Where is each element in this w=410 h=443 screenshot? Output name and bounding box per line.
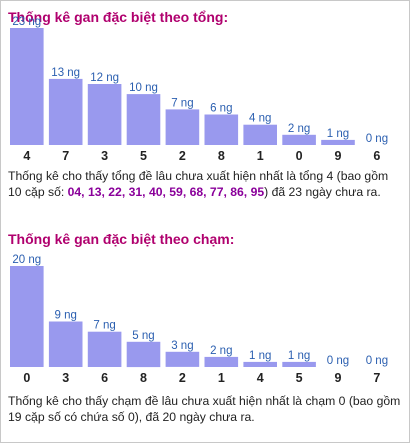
bar-2 bbox=[165, 351, 200, 367]
category-label: 0 bbox=[296, 149, 303, 163]
category-label: 8 bbox=[218, 149, 225, 163]
value-label: 23 ng bbox=[12, 16, 41, 28]
category-label: 4 bbox=[257, 371, 264, 385]
value-label: 5 ng bbox=[132, 330, 154, 342]
value-label: 1 ng bbox=[249, 350, 271, 362]
description-text: ) đã 23 ngày chưa ra. bbox=[264, 184, 381, 199]
category-label: 9 bbox=[335, 371, 342, 385]
bar-8 bbox=[126, 341, 161, 368]
touch-gan-bar-chart: 20 ng 0 9 ng 3 7 ng 6 5 ng 8 3 ng 2 2 ng 1 1 ng 4 1 ng… bbox=[10, 254, 388, 385]
category-label: 7 bbox=[62, 149, 69, 163]
bar-0 bbox=[282, 134, 316, 145]
value-label: 3 ng bbox=[171, 340, 193, 352]
category-label: 6 bbox=[373, 149, 380, 163]
bar-6 bbox=[87, 331, 122, 367]
category-label: 5 bbox=[140, 149, 147, 163]
bar-3 bbox=[48, 321, 83, 367]
value-label: 0 ng bbox=[327, 355, 349, 367]
category-label: 7 bbox=[373, 371, 380, 385]
bar-4 bbox=[243, 361, 277, 367]
chart-description: Thống kê cho thấy tổng đề lâu chưa xuất … bbox=[8, 169, 404, 200]
value-label: 9 ng bbox=[55, 310, 77, 322]
value-label: 20 ng bbox=[12, 254, 41, 266]
category-label: 2 bbox=[179, 371, 186, 385]
bar-3 bbox=[87, 84, 122, 145]
bar-2 bbox=[165, 109, 200, 145]
sum-gan-section: Thống kê gan đặc biệt theo tổng: 23 ng 4 1… bbox=[8, 9, 404, 200]
bar-8 bbox=[204, 114, 239, 145]
value-label: 6 ng bbox=[210, 103, 232, 115]
bar-5 bbox=[282, 361, 316, 367]
value-label: 1 ng bbox=[288, 350, 310, 362]
touch-gan-section: Thống kê gan đặc biệt theo chạm: 20 ng 0 9… bbox=[0, 222, 410, 443]
bar-1 bbox=[204, 356, 239, 367]
chart-description: Thống kê cho thấy chạm đề lâu chưa xuất … bbox=[8, 394, 401, 424]
bar-1 bbox=[243, 124, 277, 145]
bar-0 bbox=[10, 266, 44, 367]
category-label: 9 bbox=[335, 149, 342, 163]
bar-9 bbox=[321, 139, 355, 145]
category-label: 3 bbox=[101, 149, 108, 163]
category-label: 0 bbox=[23, 371, 30, 385]
bar-7 bbox=[48, 78, 83, 145]
category-label: 3 bbox=[62, 371, 69, 385]
value-label: 2 ng bbox=[288, 123, 310, 135]
value-label: 10 ng bbox=[129, 82, 158, 94]
number-pairs: 04, 13, 22, 31, 40, 59, 68, 77, 86, 95 bbox=[67, 184, 265, 199]
value-label: 0 ng bbox=[366, 355, 388, 367]
category-label: 6 bbox=[101, 371, 108, 385]
chart-title: Thống kê gan đặc biệt theo chạm: bbox=[8, 231, 235, 247]
bar-4 bbox=[10, 28, 44, 145]
bar-5 bbox=[126, 94, 161, 145]
chart-title: Thống kê gan đặc biệt theo tổng: bbox=[8, 9, 229, 25]
category-label: 4 bbox=[23, 149, 30, 163]
value-label: 13 ng bbox=[51, 67, 80, 79]
category-label: 1 bbox=[218, 371, 225, 385]
category-label: 1 bbox=[257, 149, 264, 163]
category-label: 2 bbox=[179, 149, 186, 163]
value-label: 2 ng bbox=[210, 345, 232, 357]
value-label: 1 ng bbox=[327, 128, 349, 140]
description-text: Thống kê cho thấy tổng đề lâu chưa xuất … bbox=[8, 169, 389, 199]
value-label: 7 ng bbox=[171, 97, 193, 109]
value-label: 0 ng bbox=[366, 133, 388, 145]
value-label: 4 ng bbox=[249, 113, 271, 125]
value-label: 7 ng bbox=[93, 320, 115, 332]
value-label: 12 ng bbox=[90, 72, 119, 84]
category-label: 5 bbox=[296, 371, 303, 385]
category-label: 8 bbox=[140, 371, 147, 385]
